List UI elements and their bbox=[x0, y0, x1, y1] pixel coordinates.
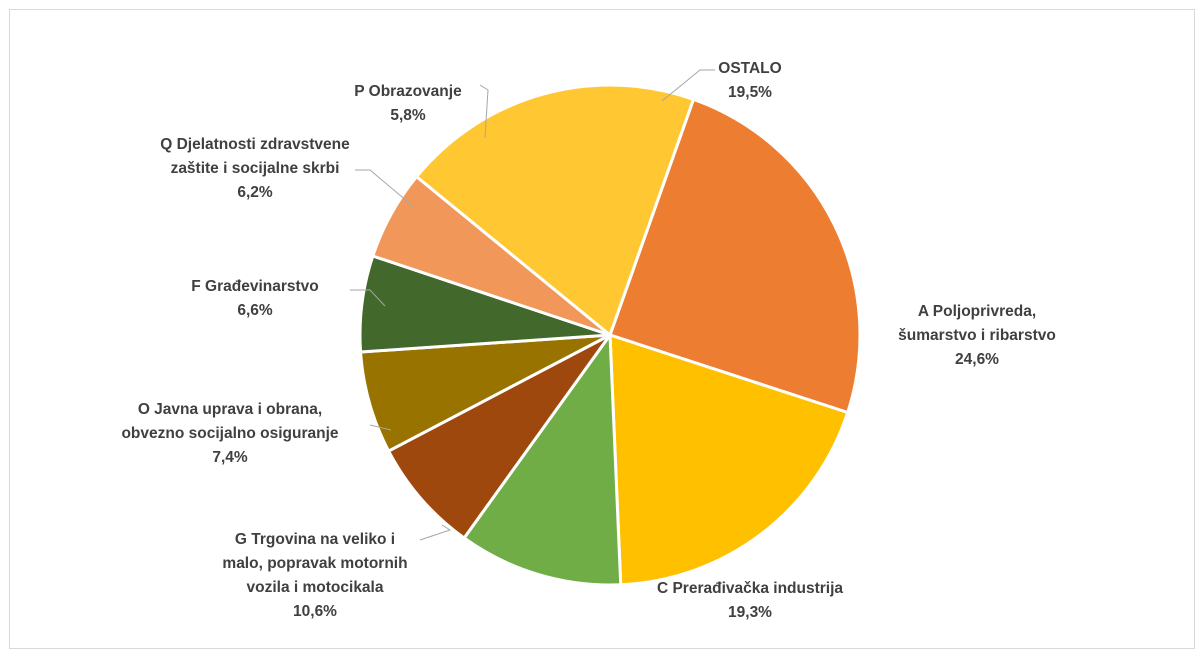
pie-slice-0 bbox=[608, 97, 862, 414]
data-label-5: Q Djelatnosti zdravstvene zaštite i socij… bbox=[160, 136, 350, 201]
pie-slice-1 bbox=[608, 333, 850, 587]
data-label-category: C Prerađivačka industrija bbox=[657, 580, 843, 597]
data-label-category: P Obrazovanje bbox=[354, 83, 462, 100]
pie-slices bbox=[358, 83, 862, 587]
data-label-value: 19,3% bbox=[728, 604, 772, 621]
leader-line-3 bbox=[369, 424, 392, 431]
data-label-category: F Građevinarstvo bbox=[191, 278, 319, 295]
leader-lines bbox=[350, 69, 715, 541]
data-label-4: F Građevinarstvo 6,6% bbox=[191, 278, 319, 319]
data-label-2: G Trgovina na veliko i malo, popravak mot… bbox=[222, 531, 407, 620]
pie-slice-3 bbox=[387, 333, 612, 540]
data-label-value: 5,8% bbox=[390, 107, 426, 124]
data-label-7: OSTALO 19,5% bbox=[718, 60, 781, 101]
data-label-value: 10,6% bbox=[293, 603, 337, 620]
data-label-value: 6,6% bbox=[237, 302, 273, 319]
leader-line-6 bbox=[479, 84, 489, 139]
leader-line-2 bbox=[419, 524, 452, 541]
data-label-6: P Obrazovanje 5,8% bbox=[354, 83, 462, 124]
data-label-category: malo, popravak motornih bbox=[222, 555, 407, 572]
data-label-1: C Prerađivačka industrija 19,3% bbox=[657, 580, 843, 621]
data-label-category: vozila i motocikala bbox=[247, 579, 384, 596]
data-label-category: obvezno socijalno osiguranje bbox=[121, 425, 338, 442]
data-label-value: 7,4% bbox=[212, 449, 248, 466]
data-label-category: Q Djelatnosti zdravstvene bbox=[160, 136, 350, 153]
data-label-category: O Javna uprava i obrana, bbox=[138, 401, 322, 418]
data-label-category: G Trgovina na veliko i bbox=[235, 531, 395, 548]
data-label-0: A Poljoprivreda, šumarstvo i ribarstvo 24,… bbox=[898, 303, 1056, 368]
leader-line-7 bbox=[661, 69, 715, 102]
data-label-category: zaštite i socijalne skrbi bbox=[171, 160, 340, 177]
data-label-category: A Poljoprivreda, bbox=[918, 303, 1036, 320]
data-label-category: šumarstvo i ribarstvo bbox=[898, 327, 1056, 344]
leader-line-4 bbox=[350, 289, 386, 307]
leader-line-5 bbox=[355, 169, 415, 208]
slice-labels: A Poljoprivreda, šumarstvo i ribarstvo 24,… bbox=[121, 60, 1055, 621]
data-label-value: 24,6% bbox=[955, 351, 999, 368]
data-label-3: O Javna uprava i obrana, obvezno socijaln… bbox=[121, 401, 338, 466]
data-label-value: 6,2% bbox=[237, 184, 273, 201]
data-label-category: OSTALO bbox=[718, 60, 781, 77]
chart-frame: A Poljoprivreda, šumarstvo i ribarstvo 24,… bbox=[9, 9, 1195, 649]
pie-slice-2 bbox=[462, 333, 623, 587]
pie-slice-7 bbox=[415, 83, 695, 337]
data-label-value: 19,5% bbox=[728, 84, 772, 101]
pie-chart: A Poljoprivreda, šumarstvo i ribarstvo 24,… bbox=[121, 60, 1055, 621]
